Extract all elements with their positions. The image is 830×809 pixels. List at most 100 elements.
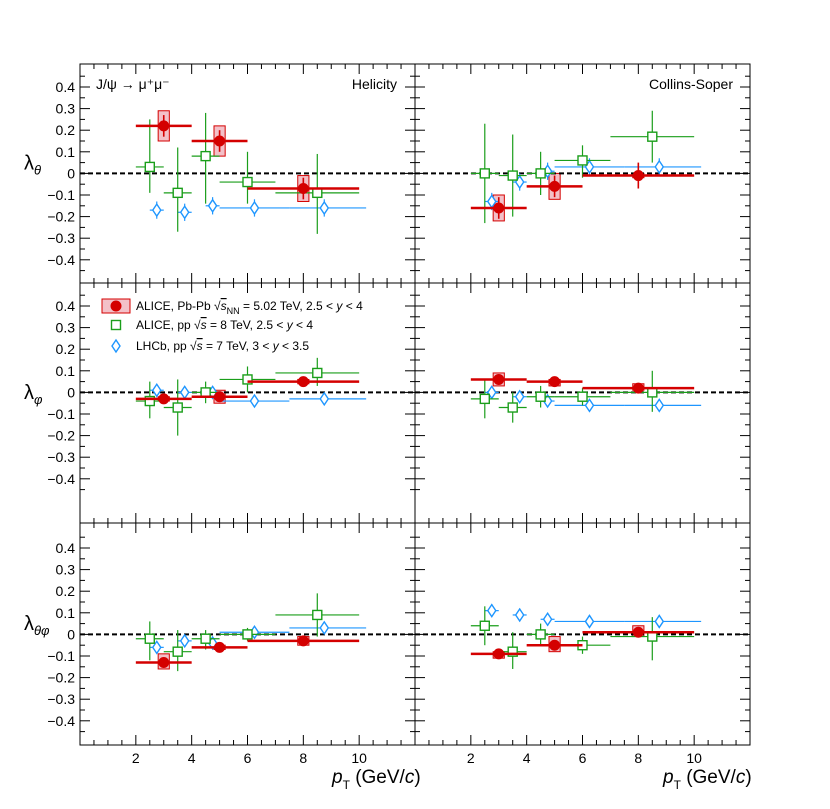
y-tick-label: 0.2	[56, 583, 76, 599]
legend-entry-0: ALICE, Pb-Pb √sNN = 5.02 TeV, 2.5 < y < …	[136, 299, 363, 316]
lhcb-point	[514, 607, 525, 623]
y-tick-label: −0.2	[47, 428, 75, 444]
lhcb-point	[249, 393, 260, 409]
alice-pp-point	[577, 155, 588, 166]
y-tick-label: −0.3	[47, 691, 75, 707]
y-tick-label: −0.4	[47, 713, 75, 729]
alice-pp-point	[172, 187, 183, 199]
y-tick-label: 0.1	[56, 144, 76, 160]
alice-pp-point	[535, 168, 546, 179]
alice-pp-point	[242, 374, 253, 385]
lhcb-point	[542, 612, 553, 627]
alice-pp-point	[172, 646, 183, 657]
lhcb-point	[249, 200, 260, 216]
lhcb-point	[207, 198, 218, 214]
alice-pbpb-point	[297, 376, 309, 388]
y-axis-label-2: λθφ	[24, 613, 50, 638]
x-tick-label: 8	[299, 750, 307, 766]
lhcb-point	[319, 391, 330, 407]
legend-entry-1: ALICE, pp √s = 8 TeV, 2.5 < y < 4	[136, 318, 313, 332]
alice-pbpb-point	[549, 180, 561, 192]
y-tick-label: 0	[67, 384, 75, 400]
decay-channel-label: J/ψ → μ⁺μ⁻	[96, 76, 170, 92]
x-tick-label: 2	[132, 750, 140, 766]
y-tick-label: −0.2	[47, 209, 75, 225]
y-tick-label: −0.2	[47, 670, 75, 686]
x-tick-label: 4	[523, 750, 531, 766]
lhcb-point	[151, 640, 162, 655]
lhcb-point	[654, 614, 665, 629]
lhcb-point	[584, 398, 595, 413]
y-tick-label: 0.1	[56, 605, 76, 621]
x-tick-label: 10	[686, 750, 702, 766]
alice-pp-point	[647, 131, 658, 142]
lhcb-point	[179, 385, 190, 400]
lhcb-point	[151, 382, 162, 398]
y-tick-label: −0.4	[47, 471, 75, 487]
alice-pbpb-point	[632, 626, 644, 638]
lhcb-point	[486, 603, 497, 618]
alice-pp-point	[242, 176, 253, 188]
alice-pp-point	[200, 150, 211, 162]
x-tick-label: 6	[579, 750, 587, 766]
alice-pbpb-point	[214, 135, 226, 147]
alice-pp-point	[172, 402, 183, 413]
y-tick-label: 0.1	[56, 363, 76, 379]
alice-pbpb-point	[549, 639, 561, 651]
y-tick-label: 0.2	[56, 122, 76, 138]
legend-marker-filled-circle	[110, 300, 122, 312]
alice-pp-point	[479, 168, 490, 179]
alice-pbpb-point	[158, 120, 170, 132]
alice-pp-point	[507, 402, 518, 413]
column-title-helicity: Helicity	[352, 76, 397, 92]
y-tick-label: 0.3	[56, 562, 76, 578]
column-title-collins-soper: Collins-Soper	[649, 76, 733, 92]
alice-pbpb-point	[158, 656, 170, 668]
y-tick-label: −0.3	[47, 230, 75, 246]
y-tick-label: −0.1	[47, 187, 75, 203]
y-tick-label: −0.1	[47, 406, 75, 422]
alice-pp-point	[507, 646, 518, 657]
alice-pbpb-point	[493, 648, 505, 660]
lhcb-point	[654, 159, 665, 175]
y-tick-label: 0.3	[56, 320, 76, 336]
y-tick-label: 0	[67, 626, 75, 642]
lhcb-point	[514, 389, 525, 404]
y-tick-label: −0.3	[47, 449, 75, 465]
lhcb-point	[584, 614, 595, 629]
lhcb-point	[179, 205, 190, 220]
y-tick-label: −0.1	[47, 648, 75, 664]
x-tick-label: 6	[244, 750, 252, 766]
lhcb-point	[179, 633, 190, 649]
y-tick-label: −0.4	[47, 252, 75, 268]
alice-pbpb-point	[549, 376, 561, 388]
y-tick-label: 0.2	[56, 341, 76, 357]
alice-pp-point	[577, 391, 588, 402]
y-tick-label: 0	[67, 165, 75, 181]
alice-pp-point	[144, 161, 155, 173]
alice-pp-point	[200, 633, 211, 644]
x-axis-title: pT (GeV/c)	[662, 767, 752, 792]
alice-pbpb-point	[214, 391, 226, 403]
x-tick-label: 8	[634, 750, 642, 766]
alice-pp-point	[535, 629, 546, 640]
alice-pp-point	[479, 620, 490, 631]
alice-pp-point	[479, 393, 490, 405]
lhcb-point	[319, 620, 330, 636]
y-tick-label: 0.3	[56, 101, 76, 117]
lhcb-point	[654, 398, 665, 413]
legend-entry-2: LHCb, pp √s = 7 TeV, 3 < y < 3.5	[136, 339, 309, 353]
alice-pp-point	[144, 395, 155, 407]
alice-pp-point	[312, 367, 323, 379]
y-tick-label: 0.4	[56, 79, 76, 95]
alice-pbpb-point	[493, 373, 505, 385]
alice-pbpb-point	[297, 183, 309, 195]
alice-pp-point	[144, 633, 155, 644]
y-axis-label-1: λφ	[24, 382, 43, 407]
alice-pbpb-point	[493, 202, 505, 214]
x-tick-label: 2	[467, 750, 475, 766]
y-axis-label-0: λθ	[24, 153, 41, 178]
alice-pbpb-point	[632, 170, 644, 182]
alice-pp-point	[312, 609, 323, 621]
